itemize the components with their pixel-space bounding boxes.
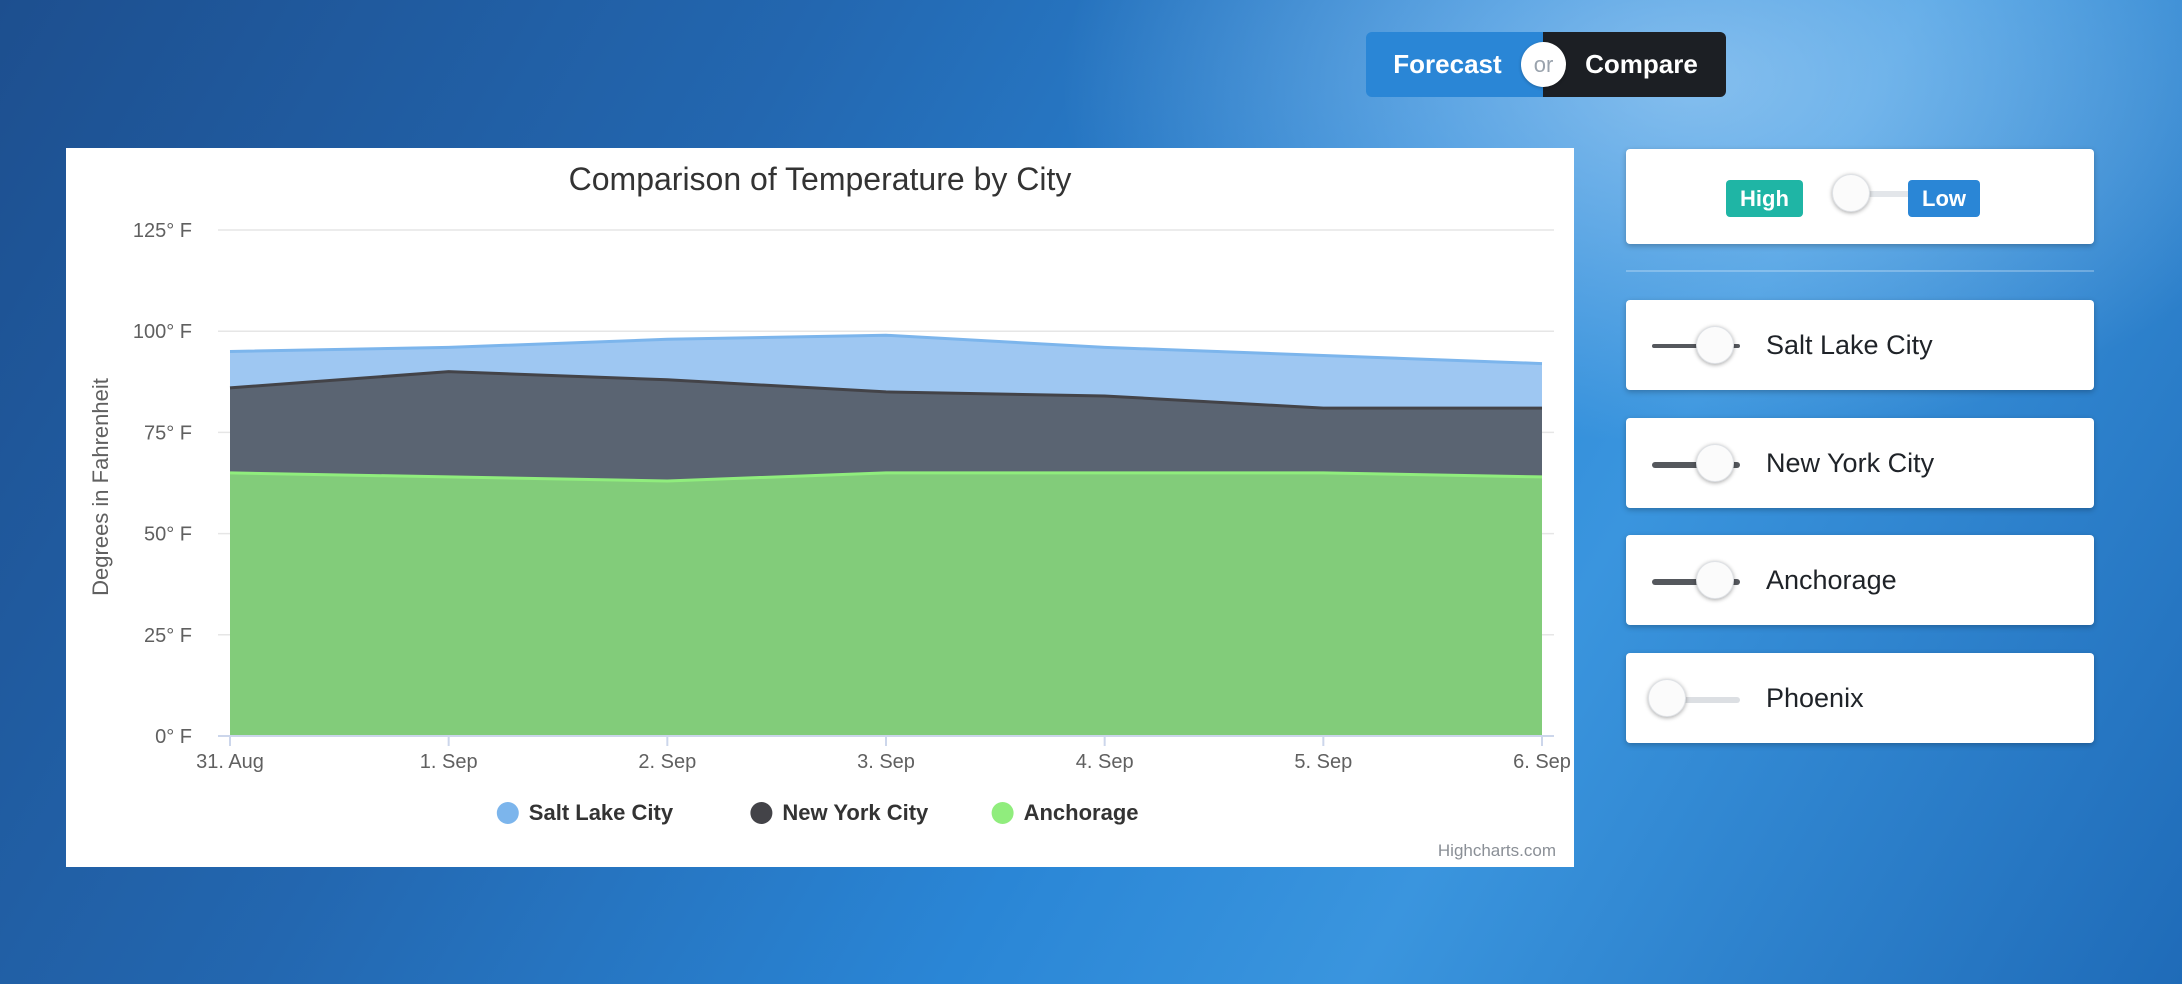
high-low-switch-knob[interactable] xyxy=(1832,174,1870,212)
x-tick-label: 3. Sep xyxy=(857,751,915,773)
city-panel: Phoenix xyxy=(1626,653,2094,743)
legend-marker xyxy=(991,802,1014,824)
legend-marker xyxy=(496,802,519,824)
line-anchorage xyxy=(229,471,1543,483)
x-tick-label: 31. Aug xyxy=(196,751,264,773)
city-label: New York City xyxy=(1766,447,1935,478)
y-tick-label: 0° F xyxy=(155,726,192,748)
high-low-switch-track xyxy=(1838,191,1912,197)
legend-item[interactable]: New York City xyxy=(782,800,929,825)
city-toggle-switch[interactable] xyxy=(1652,444,1742,484)
y-tick-label: 50° F xyxy=(144,524,192,546)
city-toggle-switch[interactable] xyxy=(1652,561,1742,601)
city-toggle-switch[interactable] xyxy=(1652,326,1742,366)
line-new-york-city xyxy=(229,370,1542,410)
city-label: Anchorage xyxy=(1766,564,1897,595)
chart-card: Comparison of Temperature by City 0° F 25°… xyxy=(66,148,1574,867)
low-badge[interactable]: Low xyxy=(1908,180,1980,217)
y-tick-label: 75° F xyxy=(144,422,192,444)
city-toggle-knob[interactable] xyxy=(1648,679,1686,717)
x-tick-label: 2. Sep xyxy=(638,751,696,773)
mode-toggle: Forecast Compare or xyxy=(1366,32,1726,97)
city-label: Salt Lake City xyxy=(1766,329,1933,360)
legend-item[interactable]: Anchorage xyxy=(1024,800,1139,825)
city-toggle-track xyxy=(1652,697,1740,703)
y-tick-label: 100° F xyxy=(133,321,192,343)
temperature-chart: Comparison of Temperature by City 0° F 25°… xyxy=(88,161,1571,825)
y-axis-label: Degrees in Fahrenheit xyxy=(88,378,113,596)
high-low-panel: High Low xyxy=(1626,149,2094,244)
city-label: Phoenix xyxy=(1766,682,1864,713)
city-toggle-knob[interactable] xyxy=(1696,444,1734,482)
legend-item[interactable]: Salt Lake City xyxy=(529,800,674,825)
city-toggle-knob[interactable] xyxy=(1696,326,1734,364)
city-panel: New York City xyxy=(1626,418,2094,508)
or-separator: or xyxy=(1521,42,1566,87)
chart-credit[interactable]: Highcharts.com xyxy=(1437,841,1556,860)
line-salt-lake-city xyxy=(229,333,1543,366)
compare-button[interactable]: Compare xyxy=(1543,32,1726,97)
area-anchorage xyxy=(230,472,1542,736)
x-tick-label: 1. Sep xyxy=(420,751,478,773)
high-badge[interactable]: High xyxy=(1726,180,1803,217)
city-panel: Anchorage xyxy=(1626,535,2094,625)
city-toggle-switch[interactable] xyxy=(1648,679,1742,719)
y-tick-label: 25° F xyxy=(144,625,192,647)
city-panel: Salt Lake City xyxy=(1626,300,2094,390)
city-toggle-knob[interactable] xyxy=(1696,561,1734,599)
x-tick-label: 5. Sep xyxy=(1294,751,1352,773)
x-tick-label: 4. Sep xyxy=(1076,751,1134,773)
x-tick-label: 6. Sep xyxy=(1513,751,1571,773)
y-tick-label: 125° F xyxy=(133,220,192,242)
panel-divider xyxy=(1626,270,2094,272)
chart-title: Comparison of Temperature by City xyxy=(569,161,1072,197)
legend-marker xyxy=(750,802,773,824)
forecast-button[interactable]: Forecast xyxy=(1366,32,1543,97)
high-low-switch[interactable] xyxy=(1832,174,1912,212)
